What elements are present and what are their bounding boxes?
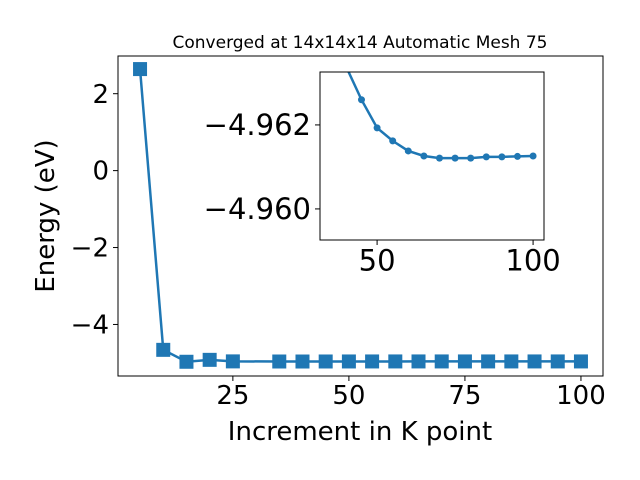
- marker: [202, 352, 217, 367]
- y-axis-label: Energy (eV): [31, 139, 61, 292]
- marker: [411, 354, 426, 369]
- marker: [295, 354, 310, 369]
- x-tick-label: 100: [556, 381, 606, 411]
- marker: [527, 354, 542, 369]
- marker: [318, 354, 333, 369]
- marker: [513, 152, 521, 160]
- marker: [357, 96, 365, 104]
- marker: [529, 152, 537, 160]
- y-tick-label: −4.962: [204, 108, 311, 142]
- marker: [467, 154, 475, 162]
- marker: [420, 152, 428, 160]
- marker: [451, 154, 459, 162]
- marker: [404, 147, 412, 155]
- plot-content: [347, 72, 537, 162]
- x-tick-label: 50: [332, 381, 365, 411]
- marker: [482, 153, 490, 161]
- marker: [435, 154, 443, 162]
- marker: [388, 354, 403, 369]
- x-tick-label: 25: [216, 381, 249, 411]
- marker: [573, 354, 588, 369]
- marker: [365, 354, 380, 369]
- marker: [498, 153, 506, 161]
- y-tick-label: −4.960: [204, 192, 311, 226]
- marker: [133, 62, 148, 77]
- marker: [434, 354, 449, 369]
- axes-frame: [117, 55, 604, 377]
- y-tick-label: 2: [92, 80, 109, 110]
- marker: [272, 354, 287, 369]
- marker: [341, 354, 356, 369]
- plot-content: [133, 62, 588, 369]
- x-tick-label: 50: [359, 244, 396, 278]
- x-axis-label: Increment in K point: [228, 417, 492, 447]
- chart-title: Converged at 14x14x14 Automatic Mesh 75: [173, 33, 548, 53]
- x-tick-label: 100: [505, 244, 560, 278]
- axes-frame: [319, 71, 545, 241]
- marker: [156, 342, 171, 357]
- y-tick-label: 0: [92, 157, 109, 187]
- marker: [389, 137, 397, 145]
- marker: [225, 354, 240, 369]
- x-tick-label: 75: [448, 381, 481, 411]
- marker: [504, 354, 519, 369]
- marker: [550, 354, 565, 369]
- marker: [457, 354, 472, 369]
- y-tick-label: −2: [71, 234, 109, 264]
- marker: [179, 354, 194, 369]
- y-tick-label: −4: [71, 311, 109, 341]
- marker: [373, 124, 381, 132]
- marker: [481, 354, 496, 369]
